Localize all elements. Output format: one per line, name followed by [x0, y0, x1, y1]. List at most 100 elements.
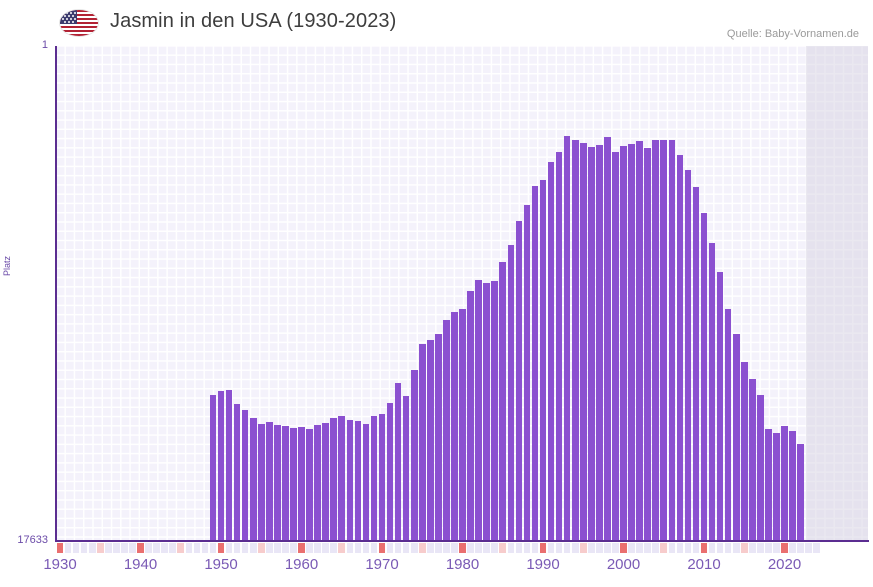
- bar-1977: [435, 334, 442, 541]
- bar-1966: [346, 420, 354, 541]
- tickmark-year-1944: [169, 543, 177, 553]
- bar-2004: [652, 140, 660, 541]
- bar-1959: [290, 428, 297, 541]
- tickmark-decade-2020: [781, 543, 788, 553]
- x-axis-label-1970: 1970: [365, 556, 399, 573]
- x-axis-tickmarks: [56, 543, 868, 553]
- tickmark-year-1983: [483, 543, 490, 553]
- bar-2017: [757, 395, 764, 541]
- tickmark-year-1957: [274, 543, 281, 553]
- bar-1954: [249, 418, 257, 541]
- tickmark-year-2014: [732, 543, 740, 553]
- bar-1972: [394, 383, 402, 541]
- tickmark-year-1996: [588, 543, 595, 553]
- bar-2001: [628, 144, 635, 541]
- tickmark-year-1958: [282, 543, 289, 553]
- tickmark-year-1998: [604, 543, 611, 553]
- bar-1949: [209, 395, 217, 541]
- tickmark-year-2015: [740, 543, 748, 553]
- flag-canton: [60, 10, 77, 24]
- tickmark-decade-1950: [217, 543, 225, 553]
- tickmark-year-1954: [249, 543, 257, 553]
- tickmark-year-1985: [499, 543, 507, 553]
- tickmark-year-1988: [523, 543, 531, 553]
- tickmark-year-1939: [129, 543, 136, 553]
- tickmark-year-1945: [177, 543, 185, 553]
- tickmark-year-1949: [209, 543, 217, 553]
- tickmark-year-2012: [716, 543, 724, 553]
- bar-1992: [555, 152, 563, 541]
- tickmark-year-1942: [153, 543, 160, 553]
- bar-2000: [620, 146, 627, 541]
- bar-1995: [579, 143, 587, 541]
- bar-2007: [676, 155, 684, 541]
- tickmark-year-1997: [596, 543, 603, 553]
- bar-2021: [789, 431, 796, 541]
- bar-2013: [724, 309, 732, 541]
- x-axis-labels: 1930 1940 1950 1960 1970 1980 1990 2000 2010 2020: [0, 556, 873, 584]
- bar-1997: [596, 145, 603, 541]
- tickmark-year-1999: [612, 543, 619, 553]
- tickmark-year-1951: [225, 543, 233, 553]
- tickmark-year-2022: [797, 543, 804, 553]
- bar-series: [56, 46, 868, 541]
- bar-1965: [338, 416, 346, 541]
- plot-area: [56, 46, 868, 541]
- bar-1994: [571, 140, 579, 541]
- tickmark-year-1968: [362, 543, 370, 553]
- bar-1998: [604, 137, 611, 541]
- tickmark-year-1981: [467, 543, 474, 553]
- tickmark-year-1975: [418, 543, 426, 553]
- tickmark-year-1993: [563, 543, 571, 553]
- tickmark-year-1991: [547, 543, 555, 553]
- y-axis-tick-bottom: 17633: [17, 534, 48, 546]
- tickmark-year-1931: [64, 543, 72, 553]
- tickmark-year-1977: [435, 543, 442, 553]
- tickmark-year-1932: [72, 543, 80, 553]
- tickmark-year-1955: [257, 543, 265, 553]
- y-axis-title: Platz: [2, 255, 12, 276]
- tickmark-year-2011: [708, 543, 716, 553]
- tickmark-year-1946: [185, 543, 193, 553]
- bar-2014: [732, 334, 740, 541]
- x-axis-label-2020: 2020: [767, 556, 802, 573]
- tickmark-year-2001: [628, 543, 635, 553]
- source-attribution: Quelle: Baby-Vornamen.de: [726, 28, 859, 40]
- bar-1988: [523, 205, 531, 541]
- bar-1962: [314, 425, 321, 541]
- tickmark-year-1995: [579, 543, 587, 553]
- tickmark-year-1967: [354, 543, 362, 553]
- bar-1970: [378, 414, 386, 541]
- tickmark-year-2023: [805, 543, 812, 553]
- tickmark-year-1938: [121, 543, 128, 553]
- tickmark-decade-1990: [539, 543, 547, 553]
- bar-1984: [491, 281, 499, 541]
- x-axis-label-1980: 1980: [445, 556, 480, 573]
- tickmark-year-1974: [410, 543, 418, 553]
- bar-2011: [708, 243, 716, 541]
- bar-2008: [684, 170, 692, 541]
- bar-1983: [483, 283, 490, 541]
- bar-1993: [563, 136, 571, 541]
- bar-1961: [306, 429, 313, 541]
- tickmark-year-1948: [201, 543, 209, 553]
- bar-1980: [459, 309, 466, 541]
- bar-1974: [410, 370, 418, 541]
- bar-1963: [322, 423, 329, 541]
- future-shaded-band: [806, 46, 868, 541]
- tickmark-year-1935: [96, 543, 104, 553]
- bar-1951: [225, 390, 233, 541]
- tickmark-decade-1980: [459, 543, 466, 553]
- bar-2019: [773, 433, 780, 541]
- bar-2006: [668, 140, 676, 541]
- us-flag-icon: [60, 10, 98, 36]
- tickmark-decade-2000: [620, 543, 627, 553]
- tickmark-year-1953: [241, 543, 249, 553]
- tickmark-year-2004: [652, 543, 660, 553]
- bar-1973: [402, 396, 410, 541]
- tickmark-year-1964: [330, 543, 338, 553]
- tickmark-year-2017: [757, 543, 764, 553]
- x-axis-label-1930: 1930: [43, 556, 77, 573]
- tickmark-year-2005: [660, 543, 668, 553]
